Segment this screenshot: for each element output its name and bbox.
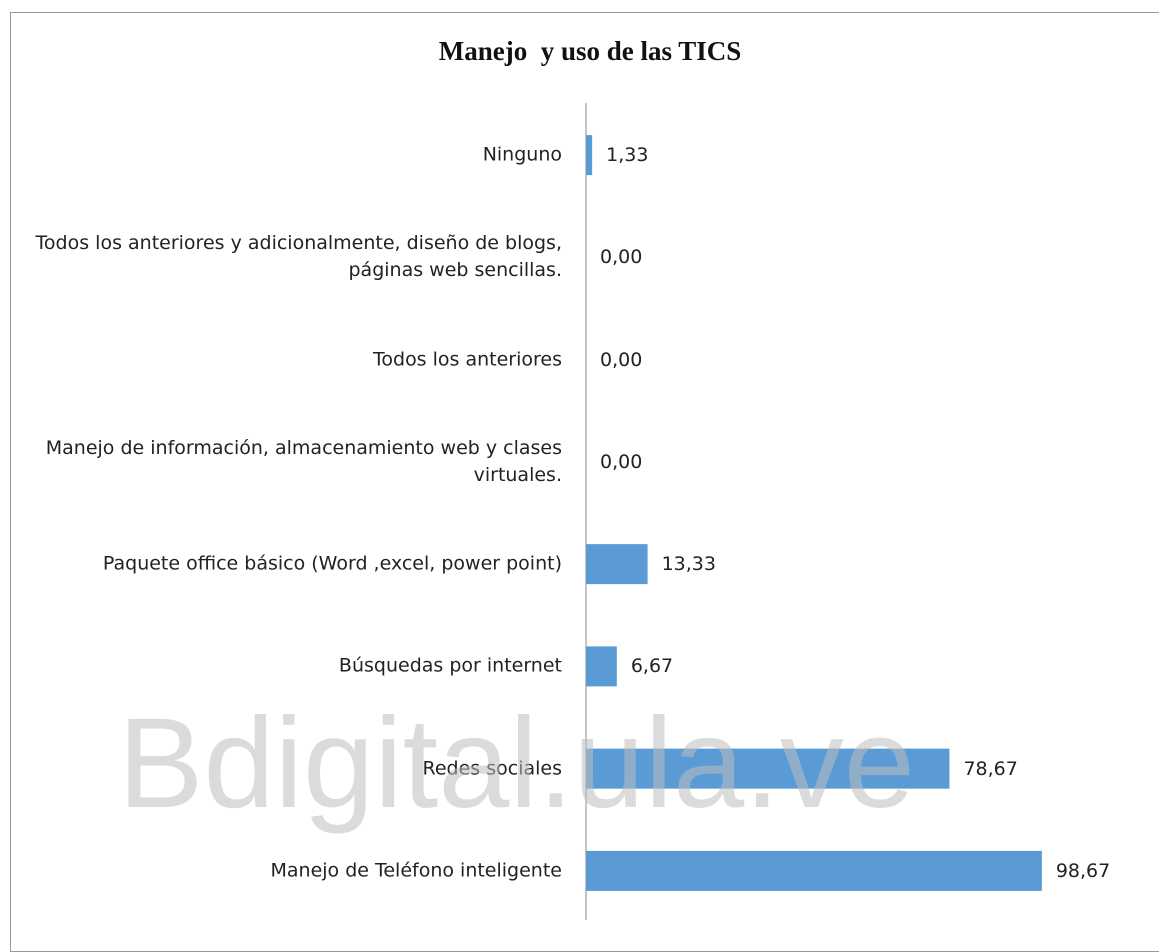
category-label: Redes sociales [422, 757, 563, 780]
bar [586, 748, 950, 789]
value-label: 0,00 [600, 246, 643, 269]
category-label: Búsquedas por internet [338, 654, 562, 677]
category-label: Manejo de información, almacenamiento we… [45, 436, 562, 486]
category-label: Todos los anteriores y adicionalmente, d… [35, 232, 562, 282]
value-label: 0,00 [600, 450, 643, 473]
bar [586, 135, 593, 176]
value-label: 1,33 [606, 144, 649, 167]
value-label: 78,67 [963, 757, 1018, 780]
value-label: 13,33 [661, 553, 716, 576]
category-label: Ninguno [482, 143, 562, 166]
category-label: Manejo de Teléfono inteligente [270, 859, 562, 882]
category-label: Todos los anteriores [373, 348, 562, 371]
bar [586, 850, 1042, 891]
bar [586, 646, 617, 687]
value-label: 6,67 [630, 655, 674, 678]
value-label: 98,67 [1055, 859, 1111, 882]
bar [586, 544, 648, 585]
chart-title: Manejo y uso de las TICS [438, 36, 742, 66]
category-label: Paquete office básico (Word ,excel, powe… [102, 552, 562, 575]
value-label: 0,00 [600, 348, 643, 371]
